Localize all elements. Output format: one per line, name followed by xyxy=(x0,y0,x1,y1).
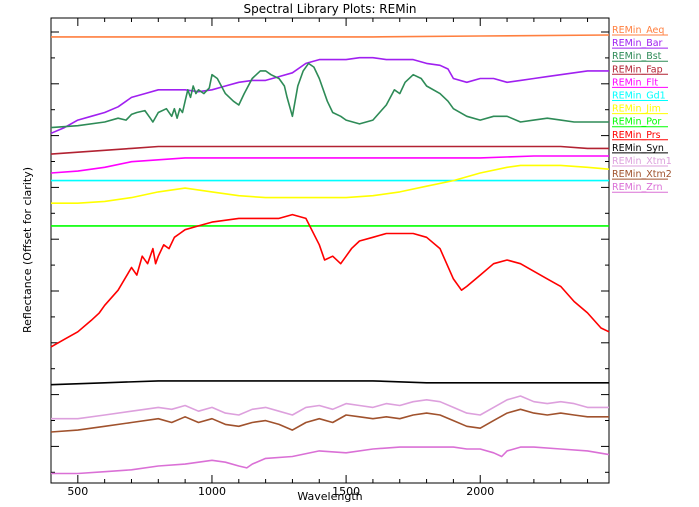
series-line-remin-bar xyxy=(50,56,609,135)
series-line-remin-prs xyxy=(50,213,610,348)
series-layer xyxy=(50,34,610,475)
legend-entry-label: REMin_Por xyxy=(612,117,661,128)
legend-entry-label: REMin_Zrn xyxy=(612,182,662,193)
series-line-remin-fap xyxy=(50,145,609,155)
legend-entry-label: REMin_Prs xyxy=(612,130,661,141)
x-axis-label: Wavelength xyxy=(297,490,362,503)
legend-entry-label: REMin_Aeq xyxy=(612,25,664,36)
legend-entry-label: REMin_Xtm2 xyxy=(612,169,672,180)
chart-title: Spectral Library Plots: REMin xyxy=(243,2,416,16)
legend-entry-label: REMin_Bar xyxy=(612,38,663,49)
legend-entry-label: REMin_Flt xyxy=(612,77,658,88)
legend-entry-label: REMin_Bst xyxy=(612,51,662,62)
legend-entry-label: REMin_Fap xyxy=(612,64,663,75)
legend-entry-label: REMin_Xtm1 xyxy=(612,156,672,167)
series-line-remin-zrn xyxy=(51,446,610,475)
series-line-remin-syn xyxy=(50,380,609,386)
x-axis-ticks: 500 1000 1500 2000 xyxy=(67,18,589,498)
legend-entry-label: REMin_Gd1 xyxy=(612,91,666,102)
plot-frame xyxy=(50,17,610,484)
legend-entry-label: REMin_Syn xyxy=(612,143,664,154)
y-axis-label: Reflectance (Offset for clarity) xyxy=(21,167,34,333)
series-line-remin-xtm2 xyxy=(50,408,609,433)
x-tick-label: 1500 xyxy=(332,485,360,498)
x-tick-label: 1000 xyxy=(198,485,226,498)
series-line-remin-jim xyxy=(51,164,610,204)
series-line-remin-flt xyxy=(50,155,609,174)
x-tick-label: 500 xyxy=(67,485,88,498)
series-line-remin-aeq xyxy=(51,34,610,38)
y-axis-ticks xyxy=(51,31,609,473)
legend: REMin_Aeq REMin_Bar REMin_Bst REMin_Fap REMi… xyxy=(612,25,672,193)
x-tick-label: 2000 xyxy=(466,485,494,498)
series-line-remin-bst xyxy=(50,62,609,129)
series-line-remin-xtm1 xyxy=(51,395,609,420)
legend-entry-label: REMin_Jim xyxy=(612,104,661,115)
